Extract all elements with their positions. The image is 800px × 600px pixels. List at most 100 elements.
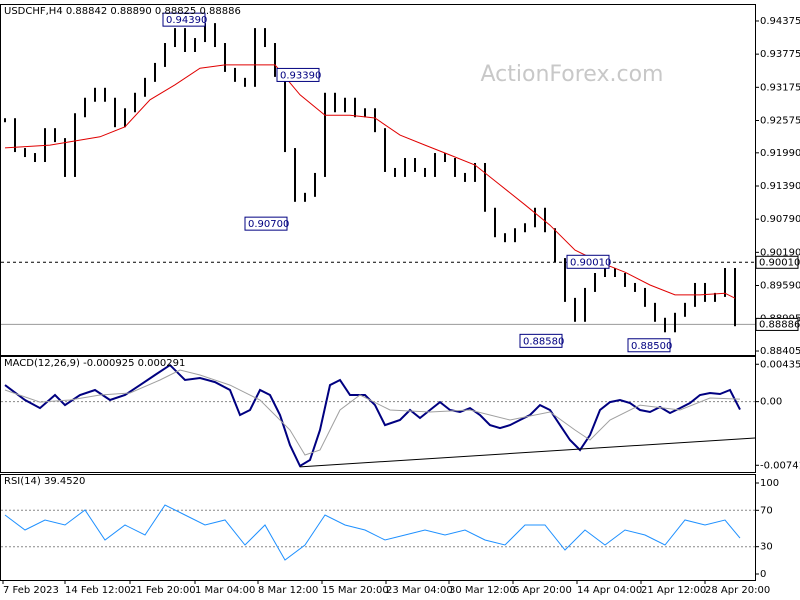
panel-title: RSI(14) 39.4520	[4, 476, 85, 487]
price-bar	[544, 207, 546, 233]
y-tick-label: 0.94375	[760, 16, 800, 27]
y-tick-label: 30	[760, 542, 773, 553]
price-bar	[204, 23, 206, 43]
price-bar	[354, 97, 356, 118]
price-bar	[214, 23, 216, 48]
price-bar	[634, 282, 636, 292]
price-bar	[234, 67, 236, 82]
price-bar	[334, 92, 336, 113]
price-bar	[94, 87, 96, 102]
y-tick-label: 0.90790	[760, 214, 800, 225]
price-bar	[24, 148, 26, 158]
price-bar	[454, 158, 456, 177]
price-bar	[514, 228, 516, 243]
macd-panel	[0, 356, 756, 473]
price-bar	[614, 268, 616, 278]
y-tick-label: 0	[760, 569, 766, 580]
price-bar	[344, 97, 346, 113]
y-tick-label: 100	[760, 478, 779, 489]
y-tick-label: 0.93175	[760, 82, 800, 93]
price-bar	[684, 302, 686, 317]
h-line-label: 0.88886	[759, 319, 800, 330]
annotation-box	[162, 12, 206, 27]
price-bar	[654, 302, 656, 322]
trendline	[299, 437, 756, 468]
price-bar	[704, 282, 706, 302]
x-tick-label: 14 Apr 04:00	[577, 585, 642, 596]
price-bar	[324, 92, 326, 177]
h-line-box	[755, 255, 799, 269]
price-bar	[384, 128, 386, 172]
series-line	[4, 363, 741, 468]
price-bar	[114, 97, 116, 128]
y-tick-label: 0.90190	[760, 247, 800, 258]
price-bar	[574, 297, 576, 322]
y-tick-label: 70	[760, 505, 773, 516]
price-bar	[594, 273, 596, 292]
price-bar	[724, 268, 726, 297]
x-tick-label: 6 Apr 20:00	[513, 585, 572, 596]
price-bar	[404, 158, 406, 177]
price-bar	[74, 113, 76, 177]
price-bar	[304, 192, 306, 202]
series-line	[4, 504, 741, 561]
price-bar	[164, 43, 166, 67]
x-tick-label: 23 Mar 04:00	[386, 585, 453, 596]
price-bar	[184, 28, 186, 53]
price-bar	[4, 118, 6, 123]
price-bar	[34, 153, 36, 163]
price-bar	[14, 118, 16, 153]
h-line-box	[755, 317, 799, 331]
watermark: ActionForex.com	[481, 62, 664, 87]
price-bar	[474, 162, 476, 182]
annotation-label: 0.94390	[166, 15, 207, 26]
price-bar	[224, 43, 226, 72]
y-tick-label: 0.004354	[760, 359, 800, 370]
price-bar	[134, 92, 136, 113]
price-bar	[194, 38, 196, 53]
x-tick-label: 28 Apr 20:00	[705, 585, 770, 596]
y-tick-label: 0.92575	[760, 115, 800, 126]
price-bar	[644, 287, 646, 307]
price-bar	[484, 162, 486, 212]
price-bar	[274, 43, 276, 77]
price-bar	[154, 62, 156, 82]
panel-title: USDCHF,H4 0.88842 0.88890 0.88825 0.8888…	[4, 6, 241, 17]
price-bar	[174, 28, 176, 48]
price-bar	[414, 158, 416, 172]
price-bar	[664, 317, 666, 333]
annotation-box	[519, 333, 563, 348]
price-bar	[124, 108, 126, 128]
price-bar	[524, 223, 526, 233]
x-tick-label: 15 Mar 20:00	[322, 585, 389, 596]
price-bar	[284, 72, 286, 153]
price-bar	[294, 148, 296, 202]
annotation-label: 0.93390	[280, 70, 321, 81]
x-tick-label: 14 Feb 12:00	[65, 585, 131, 596]
price-bar	[84, 97, 86, 118]
price-bar	[364, 108, 366, 118]
price-bar	[604, 268, 606, 278]
y-tick-label: 0.93775	[760, 49, 800, 60]
series-line	[4, 64, 736, 299]
x-tick-label: 30 Mar 12:00	[449, 585, 516, 596]
x-tick-label: 1 Mar 04:00	[195, 585, 255, 596]
series-line	[4, 369, 741, 456]
y-tick-label: 0.00	[760, 397, 782, 408]
annotation-label: 0.88500	[631, 341, 672, 352]
price-bar	[624, 273, 626, 287]
price-panel	[0, 4, 756, 356]
price-bar	[104, 87, 106, 102]
annotation-label: 0.88580	[523, 336, 564, 347]
price-bar	[464, 172, 466, 182]
price-bar	[674, 312, 676, 333]
x-tick-label: 7 Feb 2023	[3, 585, 59, 596]
h-line-label: 0.90010	[759, 257, 800, 268]
price-bar	[264, 28, 266, 48]
price-bar	[144, 77, 146, 97]
annotation-box	[627, 338, 671, 353]
price-bar	[444, 153, 446, 163]
price-bar	[584, 287, 586, 322]
y-tick-label: 0.91990	[760, 148, 800, 159]
